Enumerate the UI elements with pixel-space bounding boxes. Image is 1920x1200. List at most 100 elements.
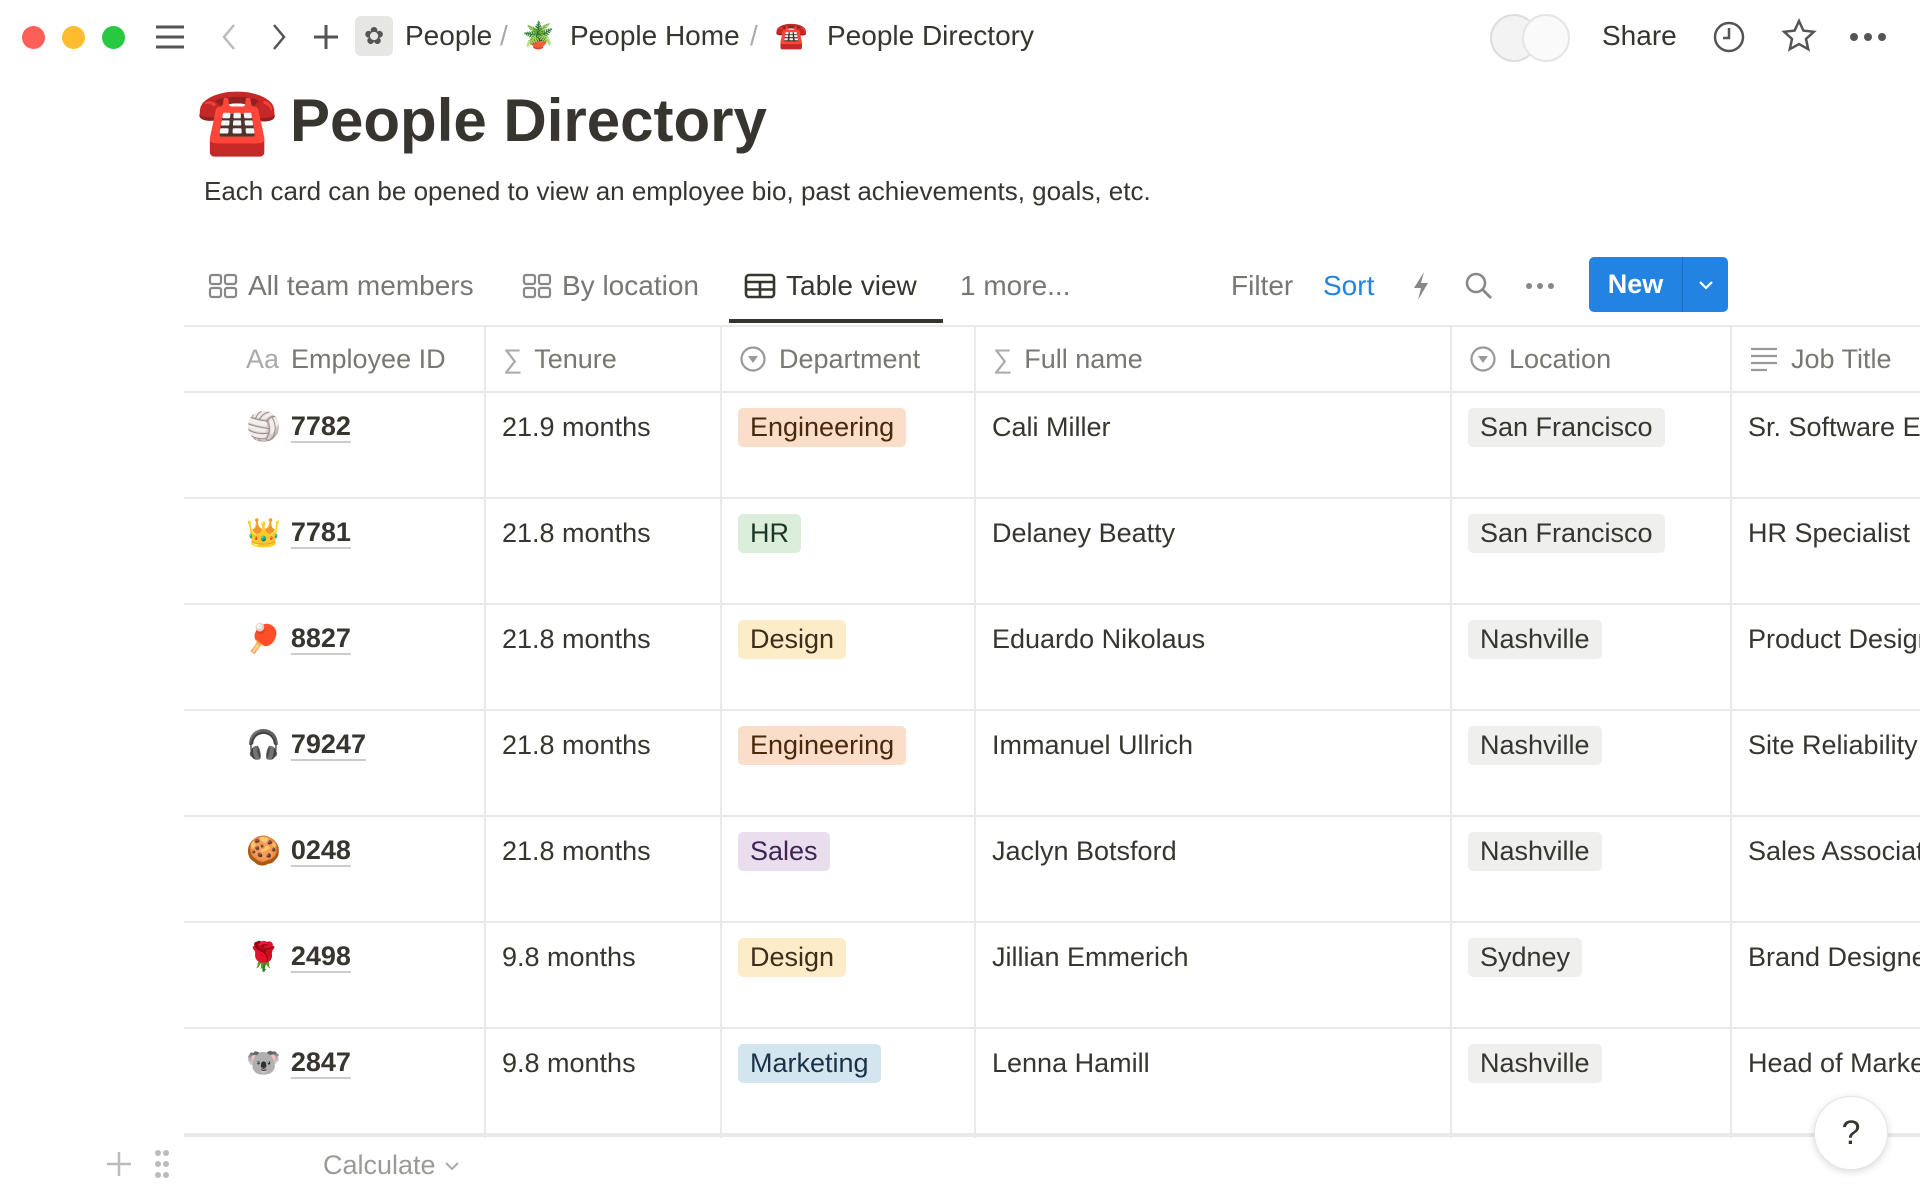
back-icon[interactable]	[215, 20, 243, 54]
tenure-cell[interactable]: 21.8 months	[502, 518, 651, 548]
tenure-cell[interactable]: 21.8 months	[502, 836, 651, 866]
page-emoji[interactable]: ☎️	[196, 83, 279, 157]
location-tag[interactable]: San Francisco	[1468, 408, 1665, 447]
department-tag[interactable]: Marketing	[738, 1044, 881, 1083]
full-name-cell[interactable]: Cali Miller	[992, 412, 1111, 442]
employee-id-link[interactable]: 7781	[290, 517, 351, 547]
job-title-cell[interactable]: HR Specialist	[1748, 518, 1911, 548]
location-tag[interactable]: Sydney	[1468, 938, 1583, 977]
column-header-label: Tenure	[534, 343, 617, 374]
employee-id-link[interactable]: 7782	[290, 411, 351, 441]
full-name-cell[interactable]: Eduardo Nikolaus	[992, 624, 1206, 654]
department-tag[interactable]: Design	[738, 620, 847, 659]
potted-plant-icon: 🪴	[522, 20, 555, 50]
sort-button[interactable]: Sort	[1323, 270, 1375, 301]
column-header[interactable]: ∑ Tenure	[503, 326, 617, 392]
job-title-cell[interactable]: Product Designer	[1748, 624, 1920, 654]
full-name-cell[interactable]: Delaney Beatty	[992, 518, 1176, 548]
employee-id-link[interactable]: 8827	[290, 623, 351, 653]
row-divider	[184, 921, 1920, 923]
minimize-window-button[interactable]	[62, 26, 85, 49]
chevron-down-icon	[444, 1161, 459, 1170]
tab-table-view[interactable]: Table view	[744, 266, 917, 306]
department-tag[interactable]: Design	[738, 938, 847, 977]
job-title-cell[interactable]: Site Reliability Engineer	[1748, 730, 1920, 760]
location-tag[interactable]: Nashville	[1468, 1044, 1602, 1083]
forward-icon[interactable]	[265, 20, 293, 54]
employee-id-link[interactable]: 2847	[290, 1047, 351, 1077]
tenure-cell[interactable]: 21.8 months	[502, 624, 651, 654]
column-header[interactable]: Department	[739, 326, 920, 392]
tenure-cell[interactable]: 9.8 months	[502, 1048, 636, 1078]
column-header-label: Full name	[1024, 343, 1143, 374]
filter-button[interactable]: Filter	[1231, 270, 1294, 301]
menu-icon[interactable]	[152, 20, 188, 54]
column-divider	[720, 326, 722, 1138]
row-divider	[184, 497, 1920, 499]
full-name-cell[interactable]: Jaclyn Botsford	[992, 836, 1177, 866]
header-border	[184, 391, 1920, 393]
full-name-cell[interactable]: Jillian Emmerich	[992, 942, 1189, 972]
row-divider	[184, 1027, 1920, 1029]
view-options-icon[interactable]	[1522, 276, 1558, 296]
star-icon[interactable]	[1780, 17, 1818, 55]
search-icon[interactable]	[1463, 270, 1495, 302]
column-header[interactable]: Aa Employee ID	[246, 326, 446, 392]
new-dropdown-button[interactable]	[1683, 257, 1728, 312]
location-tag[interactable]: San Francisco	[1468, 514, 1665, 553]
automation-bolt-icon[interactable]	[1408, 270, 1434, 302]
location-tag[interactable]: Nashville	[1468, 832, 1602, 871]
breadcrumb-people[interactable]: People	[405, 20, 493, 51]
calculate-button[interactable]: Calculate	[323, 1150, 460, 1181]
breadcrumb-people-directory[interactable]: People Directory	[827, 20, 1034, 51]
tab-by-location[interactable]: By location	[522, 266, 699, 306]
gallery-icon	[208, 273, 238, 299]
employee-id-link[interactable]: 79247	[290, 729, 366, 759]
page-description[interactable]: Each card can be opened to view an emplo…	[204, 176, 1151, 206]
clock-icon[interactable]	[1710, 18, 1748, 56]
department-tag[interactable]: Engineering	[738, 408, 907, 447]
drag-handle-icon[interactable]	[150, 1148, 174, 1180]
column-header-label: Department	[779, 343, 921, 374]
tenure-cell[interactable]: 9.8 months	[502, 942, 636, 972]
department-tag[interactable]: Sales	[738, 832, 830, 871]
new-page-icon[interactable]	[310, 20, 342, 54]
column-header[interactable]: ∑ Full name	[993, 326, 1143, 392]
formula-property-icon: ∑	[993, 343, 1013, 374]
location-tag[interactable]: Nashville	[1468, 620, 1602, 659]
new-button-group: New	[1589, 257, 1728, 312]
row-divider	[184, 709, 1920, 711]
department-tag[interactable]: HR	[738, 514, 801, 553]
avatar[interactable]	[1522, 14, 1570, 62]
column-header-label: Employee ID	[291, 343, 446, 374]
tenure-cell[interactable]: 21.9 months	[502, 412, 651, 442]
column-header[interactable]: Job Title	[1749, 326, 1892, 392]
row-emoji-icon: 🏐	[246, 411, 281, 442]
column-header[interactable]: Location	[1469, 326, 1611, 392]
tenure-cell[interactable]: 21.8 months	[502, 730, 651, 760]
select-property-icon	[1469, 345, 1497, 373]
table-bottom-border	[184, 1133, 1920, 1137]
full-name-cell[interactable]: Lenna Hamill	[992, 1048, 1150, 1078]
employee-id-link[interactable]: 2498	[290, 941, 351, 971]
help-button[interactable]: ?	[1814, 1096, 1888, 1170]
location-tag[interactable]: Nashville	[1468, 726, 1602, 765]
job-title-cell[interactable]: Sr. Software Engineer	[1748, 412, 1920, 442]
tab-all-team-members[interactable]: All team members	[208, 266, 474, 306]
job-title-cell[interactable]: Brand Designer	[1748, 942, 1920, 972]
department-tag[interactable]: Engineering	[738, 726, 907, 765]
page-title[interactable]: People Directory	[290, 87, 767, 154]
new-button[interactable]: New	[1607, 269, 1664, 299]
maximize-window-button[interactable]	[102, 26, 125, 49]
more-views-button[interactable]: 1 more...	[960, 270, 1071, 301]
breadcrumb-people-home[interactable]: People Home	[570, 20, 740, 51]
more-options-icon[interactable]	[1848, 20, 1888, 54]
full-name-cell[interactable]: Immanuel Ullrich	[992, 730, 1194, 760]
add-row-icon[interactable]	[104, 1149, 134, 1179]
close-window-button[interactable]	[22, 26, 45, 49]
share-button[interactable]: Share	[1602, 20, 1677, 51]
job-title-cell[interactable]: Sales Associate	[1748, 836, 1920, 866]
row-emoji-icon: 🌹	[246, 941, 281, 972]
employee-id-link[interactable]: 0248	[290, 835, 351, 865]
job-title-cell[interactable]: Head of Marketing	[1748, 1048, 1920, 1078]
